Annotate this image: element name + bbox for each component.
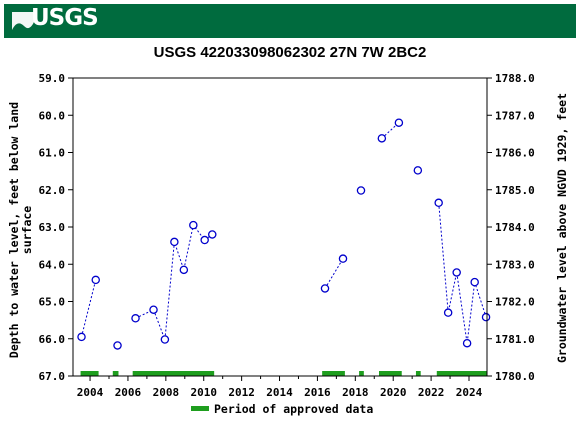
legend: Period of approved data [191,402,373,416]
data-point [208,230,217,239]
left-y-tick-label: 65.0 [39,296,66,309]
series-points-layer [77,118,491,350]
x-tick-label: 2016 [304,386,331,399]
plot-frame [72,77,488,377]
left-axis-label-line2: surface [20,206,34,255]
approved-period-bar [80,371,99,376]
x-tick-label: 2006 [115,386,142,399]
data-point [77,332,86,342]
right-y-tick-label: 1780.0 [495,370,535,383]
approved-period-bar [132,371,215,376]
series-line-segment [81,279,97,338]
right-y-tick-label: 1782.0 [495,296,535,309]
usgs-logo-text: USGS [31,5,99,31]
right-y-tick-label: 1787.0 [495,109,535,122]
approved-period-bar [322,371,345,376]
data-point [481,312,491,322]
data-point [413,166,423,175]
data-point [394,118,404,127]
data-point [470,277,479,287]
right-y-tick-label: 1786.0 [495,147,535,160]
legend-label: Period of approved data [214,402,373,416]
x-tick-label: 2012 [228,386,255,399]
data-point [91,275,100,285]
data-point [189,220,198,230]
right-y-tick-label: 1783.0 [495,258,535,271]
left-y-tick-label: 67.0 [39,370,66,383]
left-y-tick-label: 62.0 [39,184,66,197]
data-point [443,308,453,317]
approved-period-bar [415,371,421,376]
data-point [452,268,461,277]
approved-period-bar [359,371,364,376]
right-y-tick-label: 1781.0 [495,333,535,346]
data-point [113,341,122,350]
x-tick-label: 2004 [77,386,104,399]
data-point [131,314,140,323]
approved-period-bar [379,371,402,376]
left-axis-label-line1: Depth to water level, feet below land [7,102,21,358]
series-line-segment [438,202,487,344]
data-point [462,338,472,348]
approved-period-bar [436,371,487,376]
data-point [320,284,330,293]
data-point [160,335,170,344]
legend-swatch [191,406,209,411]
approved-period-bar [112,371,119,376]
usgs-wave-logo-icon [11,12,35,33]
x-tick-label: 2010 [190,386,217,399]
x-tick-label: 2008 [153,386,180,399]
data-point [170,237,179,247]
right-y-tick-label: 1788.0 [495,72,535,85]
data-point [200,235,209,245]
x-axis-ticks: 2004 2006 2008 2010 2012 2014 2016 2018 2020 2022… [77,376,483,399]
series-line-segment [324,258,344,289]
left-y-tick-label: 63.0 [39,221,66,234]
chart-title: USGS 422033098062302 27N 7W 2BC2 [153,44,427,61]
left-y-tick-label: 60.0 [39,109,66,122]
approved-periods-layer [80,371,487,376]
data-point [434,198,443,208]
right-axis-label: Groundwater level above NGVD 1929, feet [555,93,569,363]
left-y-tick-label: 59.0 [39,72,66,85]
left-y-tick-label: 64.0 [39,258,66,271]
x-tick-label: 2020 [380,386,407,399]
x-tick-label: 2022 [418,386,445,399]
right-y-tick-label: 1784.0 [495,221,535,234]
left-y-axis-ticks: 59.0 60.0 61.0 62.0 63.0 64.0 65.0 66.0 67.0 [39,72,73,383]
left-y-tick-label: 61.0 [39,147,66,160]
data-point [179,265,189,275]
x-tick-label: 2014 [266,386,293,399]
x-tick-label: 2018 [342,386,369,399]
data-point [377,134,387,143]
right-y-tick-label: 1785.0 [495,184,535,197]
data-point [149,305,158,314]
data-point [338,254,348,263]
right-y-axis-ticks: 1788.0 1787.0 1786.0 1785.0 1784.0 1783.0 1782… [487,72,535,383]
series-lines-layer [81,122,487,344]
usgs-header-banner: USGS [4,4,576,38]
left-y-tick-label: 66.0 [39,333,66,346]
data-point [356,186,366,195]
x-tick-label: 2024 [456,386,483,399]
